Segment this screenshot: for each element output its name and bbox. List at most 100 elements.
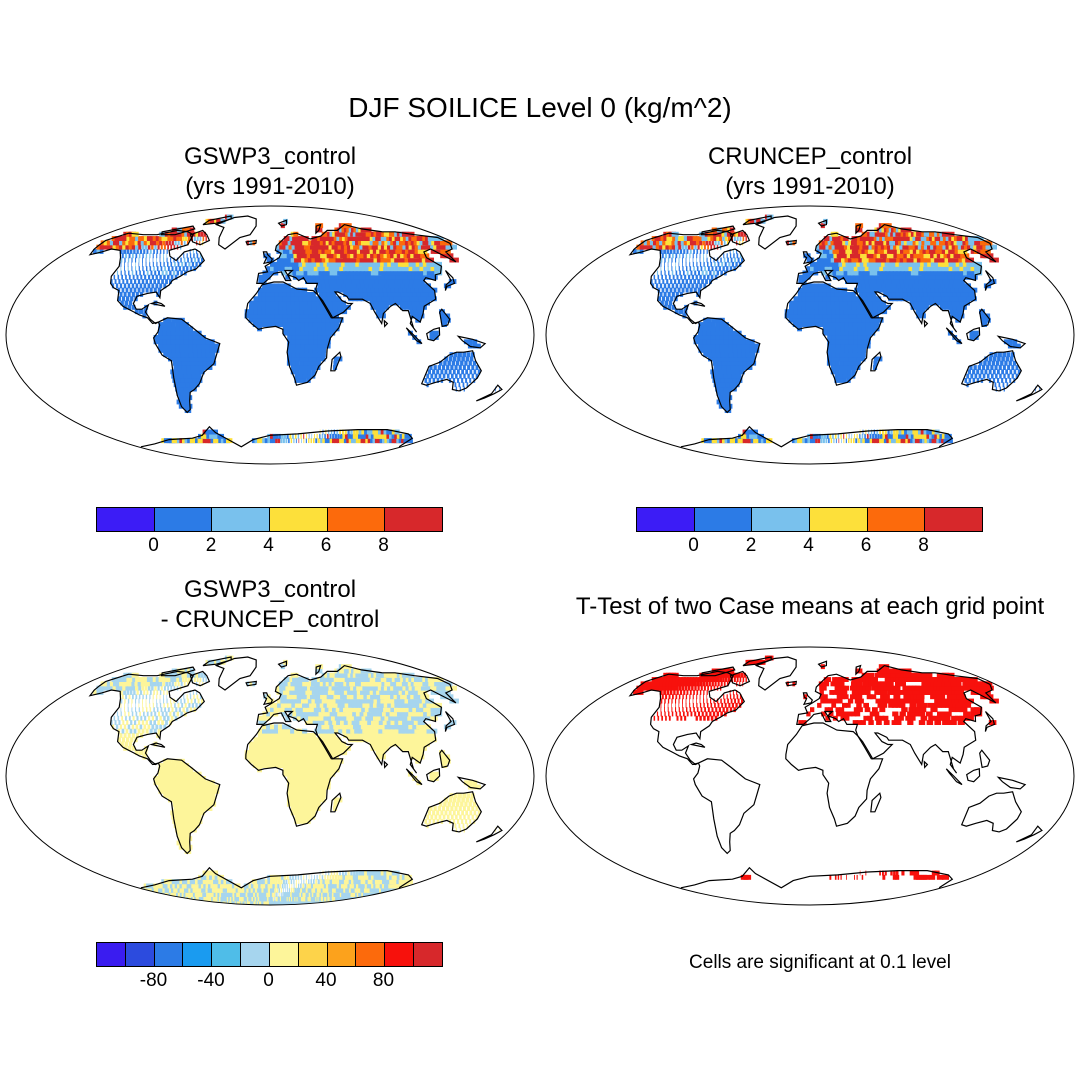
colorbar-tick-label: 0 xyxy=(688,535,699,556)
colorbar-swatch xyxy=(154,943,184,966)
panel-title-line1: GSWP3_control xyxy=(183,576,357,603)
coastline-iceland xyxy=(245,239,258,246)
map-border xyxy=(5,205,535,465)
map-gswp3 xyxy=(5,205,535,465)
colorbar-tick-label: -80 xyxy=(139,970,168,991)
map-border xyxy=(5,646,535,906)
panel-title-line1: T-Test of two Case means at each grid po… xyxy=(575,593,1045,620)
coastlines xyxy=(88,215,503,448)
coastline-arctic1 xyxy=(700,666,736,677)
coastline-newzealand xyxy=(1016,384,1043,402)
coastline-ukgb xyxy=(262,251,274,265)
colorbar-gswp3 xyxy=(96,507,443,532)
colorbar-swatch xyxy=(925,508,983,531)
panel-title-line2: (yrs 1991-2010) xyxy=(725,173,895,200)
coastline-madagascar xyxy=(330,792,342,813)
colorbar-swatch xyxy=(327,943,357,966)
coastline-newguinea xyxy=(996,335,1027,349)
coastline-eurasia xyxy=(796,664,997,774)
colorbar-tick-label: 4 xyxy=(263,535,274,556)
coastline-novaya xyxy=(315,223,322,235)
colorbar-swatch xyxy=(694,508,753,531)
coastline-antarctica xyxy=(140,866,414,889)
coastline-cuba xyxy=(689,742,706,748)
colorbar-tick-label: 4 xyxy=(803,535,814,556)
coastline-iceland xyxy=(245,680,258,687)
coastline-greenland xyxy=(214,215,257,250)
colorbar-tick-label: 0 xyxy=(263,970,274,991)
colorbar-swatch xyxy=(154,508,213,531)
coastline-japan xyxy=(444,270,456,291)
coastline-japan xyxy=(984,270,996,291)
panel-title-gswp3: GSWP3_control (yrs 1991-2010) xyxy=(90,142,450,202)
panel-title-line1: CRUNCEP_control xyxy=(707,143,913,170)
coastline-svalbard xyxy=(817,660,828,668)
map-cruncep xyxy=(545,205,1075,465)
colorbar-swatch xyxy=(385,508,443,531)
panel-title-line2: (yrs 1991-2010) xyxy=(185,173,355,200)
coastline-greenland xyxy=(214,656,257,691)
colorbar-swatch xyxy=(356,943,386,966)
coastline-philippines xyxy=(979,308,991,328)
colorbar-tick-label: 40 xyxy=(315,970,337,991)
coastline-indonesia1 xyxy=(405,768,423,786)
coastline-srilanka xyxy=(383,760,389,769)
coastline-japan xyxy=(444,711,456,732)
coastlines xyxy=(628,656,1043,889)
colorbar-swatch xyxy=(212,508,271,531)
panel-title-diff: GSWP3_control - CRUNCEP_control xyxy=(90,575,450,635)
coastline-philippines xyxy=(439,749,451,769)
colorbar-swatch xyxy=(183,943,213,966)
panel-title-ttest: T-Test of two Case means at each grid po… xyxy=(540,592,1080,622)
colorbar-swatch xyxy=(414,943,442,966)
coastline-australia xyxy=(960,350,1022,392)
colorbar-tick-label: 2 xyxy=(745,535,757,556)
coastline-novaya xyxy=(855,223,862,235)
coastline-iceland xyxy=(785,680,798,687)
map-field-layer xyxy=(93,655,500,905)
coastline-iceland xyxy=(785,239,798,246)
coastline-ukgb xyxy=(802,251,814,265)
coastline-newzealand xyxy=(1016,825,1043,843)
colorbar-tick-label: 6 xyxy=(320,535,332,556)
coastline-newguinea xyxy=(996,776,1027,790)
coastline-indonesia1 xyxy=(945,768,963,786)
coastline-madagascar xyxy=(870,351,882,372)
coastline-cuba xyxy=(149,742,166,748)
coastline-madagascar xyxy=(330,351,342,372)
coastline-srilanka xyxy=(383,319,389,328)
colorbar-swatch xyxy=(752,508,811,531)
coastline-australia xyxy=(420,791,482,833)
coastline-newzealand xyxy=(476,384,503,402)
coastline-indonesia2 xyxy=(966,768,981,783)
coastline-svalbard xyxy=(277,660,288,668)
coastline-arctic1 xyxy=(160,666,196,677)
map-field-layer xyxy=(93,214,500,444)
coastline-antarctica xyxy=(680,866,954,889)
coastline-indonesia1 xyxy=(405,327,423,345)
coastline-philippines xyxy=(439,308,451,328)
coastline-antarctica xyxy=(680,425,954,448)
coastline-svalbard xyxy=(277,219,288,227)
coastlines xyxy=(88,656,503,889)
coastline-novaya xyxy=(855,664,862,676)
coastline-africa xyxy=(245,722,344,827)
coastline-newguinea xyxy=(456,776,487,790)
colorbar-difference xyxy=(96,942,443,967)
coastline-novaya xyxy=(315,664,322,676)
coastline-ukgb xyxy=(802,692,814,706)
coastline-newguinea xyxy=(456,335,487,349)
colorbar-cruncep xyxy=(636,507,983,532)
colorbar-swatch xyxy=(298,943,328,966)
coastline-baffin xyxy=(189,229,211,246)
colorbar-swatch xyxy=(637,508,695,531)
coastline-ellesmere xyxy=(742,215,772,226)
coastline-ukgb xyxy=(262,692,274,706)
colorbar-tick-label: 2 xyxy=(205,535,217,556)
coastline-philippines xyxy=(979,749,991,769)
coastline-indonesia1 xyxy=(945,327,963,345)
colorbar-tick-label: 0 xyxy=(148,535,159,556)
coastline-australia xyxy=(960,791,1022,833)
significance-note: Cells are significant at 0.1 level xyxy=(689,952,951,973)
colorbar-tick-label: 80 xyxy=(372,970,395,991)
